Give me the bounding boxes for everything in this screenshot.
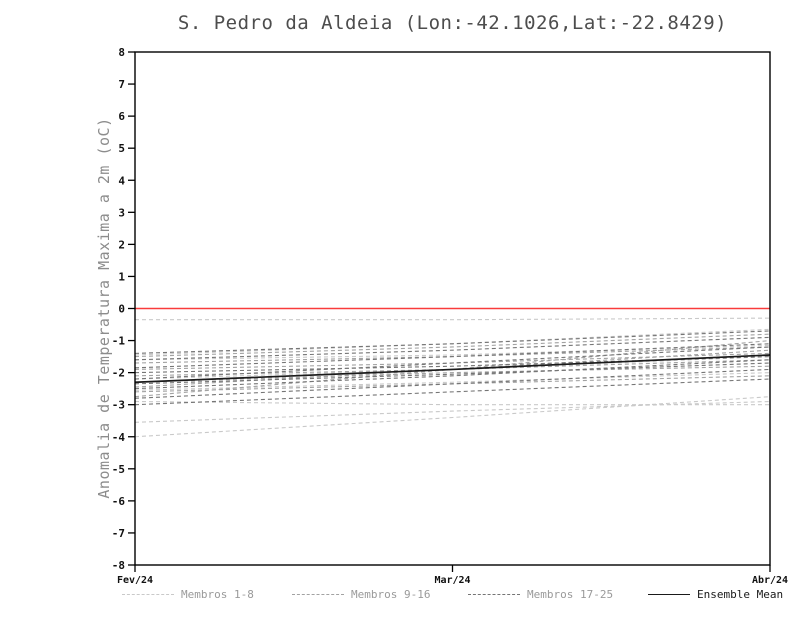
y-tick-label: 6 xyxy=(118,110,125,123)
legend-label-members-1-8: Membros 1-8 xyxy=(181,588,254,601)
y-tick-label: -6 xyxy=(112,495,126,508)
legend-label-members-9-16: Membros 9-16 xyxy=(351,588,431,601)
y-tick-label: 5 xyxy=(118,142,125,155)
y-tick-label: -8 xyxy=(112,559,125,572)
member-line xyxy=(134,359,771,390)
member-line xyxy=(134,396,771,438)
member-line xyxy=(134,378,771,406)
member-line xyxy=(134,333,771,358)
member-line xyxy=(134,400,770,406)
x-tick-label: Abr/24 xyxy=(752,575,788,586)
legend-swatch-ensemble-mean xyxy=(648,594,690,595)
legend-item-members-9-16: Membros 9-16 xyxy=(292,588,430,601)
ensemble-mean-line xyxy=(134,354,771,384)
y-tick-label: -4 xyxy=(112,431,126,444)
member-line xyxy=(134,368,771,399)
y-tick-label: 1 xyxy=(118,270,125,283)
chart-legend: Membros 1-8 Membros 9-16 Membros 17-25 E… xyxy=(0,588,800,610)
member-line xyxy=(135,317,771,321)
legend-label-members-17-25: Membros 17-25 xyxy=(527,588,614,601)
x-tick-label: Fev/24 xyxy=(117,575,153,586)
member-line xyxy=(134,343,771,369)
member-line xyxy=(134,356,771,374)
member-line xyxy=(134,328,771,356)
legend-item-ensemble-mean: Ensemble Mean xyxy=(648,588,783,601)
legend-swatch-members-9-16 xyxy=(292,594,344,595)
x-tick-label: Mar/24 xyxy=(434,575,470,586)
legend-item-members-17-25: Membros 17-25 xyxy=(468,588,613,601)
legend-item-members-1-8: Membros 1-8 xyxy=(122,588,254,601)
member-line xyxy=(134,362,771,385)
y-tick-label: -3 xyxy=(112,399,125,412)
y-tick-label: 7 xyxy=(118,78,125,91)
y-tick-label: 0 xyxy=(118,303,125,316)
chart-title: S. Pedro da Aldeia (Lon:-42.1026,Lat:-22… xyxy=(177,12,728,34)
legend-swatch-members-17-25 xyxy=(468,594,520,595)
member-line xyxy=(134,400,771,423)
member-line xyxy=(134,336,771,361)
y-tick-label: -5 xyxy=(112,463,125,476)
member-line xyxy=(134,365,771,383)
y-tick-label: -2 xyxy=(112,367,125,380)
y-tick-label: -7 xyxy=(112,527,125,540)
y-tick-label: -1 xyxy=(112,335,126,348)
member-line xyxy=(134,346,771,380)
y-tick-label: 3 xyxy=(118,206,125,219)
member-line xyxy=(134,344,771,361)
legend-swatch-members-1-8 xyxy=(122,594,174,595)
y-tick-label: 8 xyxy=(118,46,125,59)
legend-label-ensemble-mean: Ensemble Mean xyxy=(697,588,784,601)
member-line xyxy=(134,372,771,391)
y-tick-label: 4 xyxy=(118,174,125,187)
member-line xyxy=(134,330,771,354)
y-tick-label: 2 xyxy=(118,238,125,251)
